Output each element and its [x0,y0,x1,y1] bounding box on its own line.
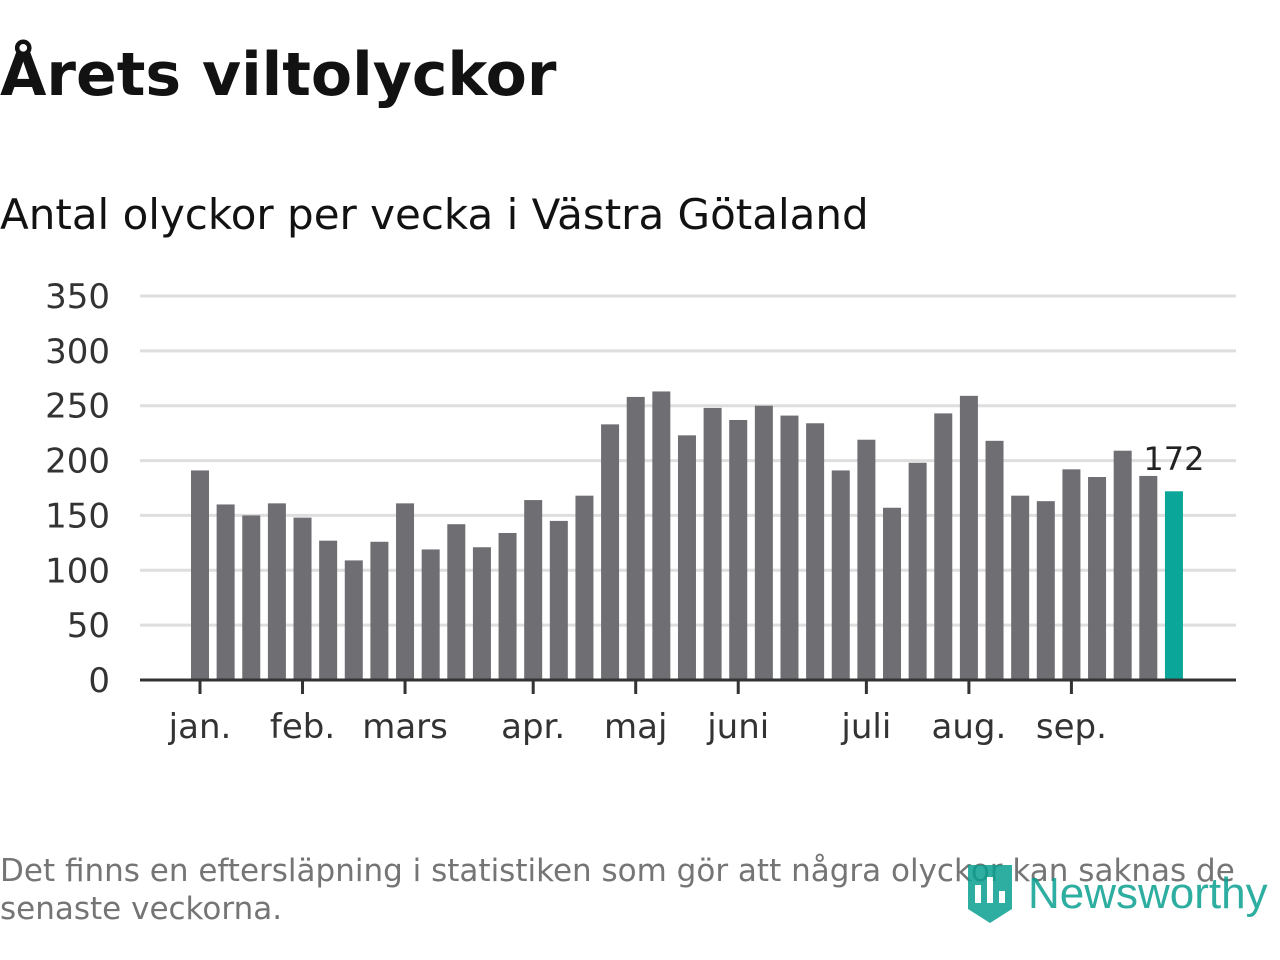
chart-subtitle: Antal olyckor per vecka i Västra Götalan… [0,190,869,239]
bar [1113,450,1132,680]
bar [293,517,312,680]
bar [959,395,978,680]
bar [472,547,491,680]
x-axis-ticks: jan. feb. mars apr. maj juni juli aug. sep. [168,680,1107,747]
bar [1062,469,1081,680]
bars [191,391,1183,680]
x-tick-label: maj [604,707,667,747]
bar [908,462,927,680]
x-tick-label: mars [362,707,448,747]
bar [1011,495,1030,680]
x-tick-label: apr. [501,707,565,747]
y-tick-label: 200 [45,442,110,482]
data-label: 172 [1143,440,1204,478]
newsworthy-logo-text: Newsworthy [1028,869,1268,918]
bar [626,396,645,680]
newsworthy-logo-icon [968,865,1012,923]
bar [985,440,1004,680]
x-tick-label: sep. [1036,707,1107,747]
bar [191,470,209,680]
bar [498,532,517,680]
newsworthy-logo: Newsworthy [964,860,1268,928]
x-tick-label: aug. [932,707,1007,747]
bar [831,470,850,680]
bar [370,541,389,680]
bar-chart: 0 50 100 150 200 250 300 350 jan. feb. mars apr. ma… [45,277,1236,747]
bar [601,424,620,680]
bar [319,540,338,680]
x-tick-label: juni [706,707,769,747]
bar [1139,475,1158,680]
bar [857,439,876,680]
bar [447,524,466,680]
bar [934,413,953,680]
y-tick-label: 50 [67,606,110,646]
bar [421,549,440,680]
bar [216,504,235,680]
y-tick-label: 150 [45,496,110,536]
y-tick-label: 0 [88,661,110,701]
bar [806,423,825,680]
bar [754,405,773,680]
bar [396,503,415,680]
bar [524,500,543,680]
bar [242,515,261,680]
bar [652,391,671,680]
bar [729,419,748,680]
bar [344,560,363,680]
data-labels: 172 [1143,440,1204,478]
chart-title: Årets viltolyckor [0,40,557,110]
y-tick-label: 350 [45,277,110,317]
y-tick-label: 250 [45,387,110,427]
bar [703,407,722,680]
x-tick-label: feb. [270,707,335,747]
bar-highlight [1164,491,1183,680]
x-tick-label: jan. [168,707,232,747]
y-tick-label: 100 [45,551,110,591]
y-axis-ticks: 0 50 100 150 200 250 300 350 [45,277,110,701]
bar [883,507,902,680]
bar [267,503,286,680]
bar [1088,477,1107,680]
bar [1036,501,1055,680]
y-tick-label: 300 [45,332,110,372]
bar [677,435,696,680]
bar [549,520,568,680]
x-tick-label: juli [840,707,891,747]
bar [575,495,594,680]
bar [780,415,799,680]
footnote: Det finns en eftersläpning i statistiken… [0,853,1235,927]
